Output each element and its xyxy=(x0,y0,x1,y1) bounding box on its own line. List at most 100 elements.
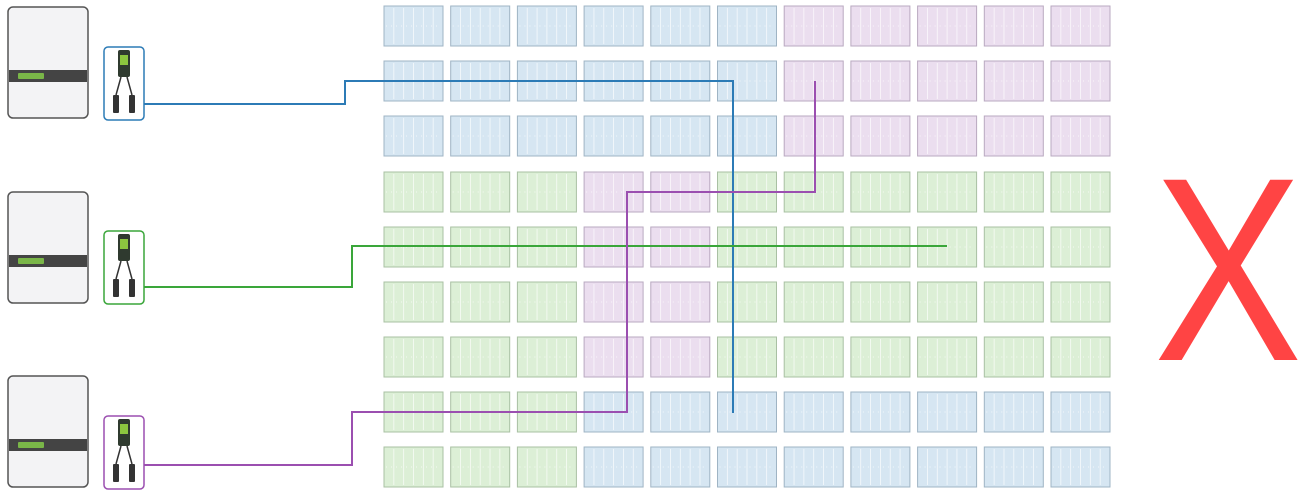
connector xyxy=(113,464,119,482)
solar-panel xyxy=(983,281,1044,323)
solar-panel xyxy=(917,391,978,433)
solar-panel xyxy=(783,5,844,47)
inverter-body xyxy=(7,375,89,488)
connector xyxy=(113,95,119,113)
solar-panel xyxy=(717,5,777,47)
solar-panel xyxy=(516,5,577,47)
solar-panel xyxy=(850,336,911,378)
inverter-led xyxy=(18,442,44,448)
solar-panel xyxy=(717,446,777,488)
solar-panel xyxy=(650,391,711,433)
solar-panel xyxy=(583,5,644,47)
solar-panel xyxy=(917,281,978,323)
solar-panel xyxy=(1050,60,1111,102)
solar-panel xyxy=(783,281,844,323)
solar-panel xyxy=(717,115,777,157)
connector xyxy=(129,279,135,297)
solar-panel xyxy=(850,391,911,433)
solar-panel xyxy=(1050,446,1111,488)
solar-panel xyxy=(583,336,644,378)
optimizer-label xyxy=(120,239,128,249)
solar-panel xyxy=(650,281,711,323)
solar-panel xyxy=(516,336,577,378)
solar-panel xyxy=(516,171,577,213)
solar-panel xyxy=(850,281,911,323)
solar-panel xyxy=(717,336,777,378)
solar-panel xyxy=(516,115,577,157)
solar-panel xyxy=(450,5,511,47)
solar-panel xyxy=(983,391,1044,433)
wiring xyxy=(144,80,947,466)
solar-panel xyxy=(650,5,711,47)
solar-panel xyxy=(983,336,1044,378)
string-wire-purple xyxy=(144,81,816,466)
optimizer-label xyxy=(120,424,128,434)
solar-panel xyxy=(983,115,1044,157)
solar-panel xyxy=(650,446,711,488)
optimizer xyxy=(103,46,145,121)
optimizer xyxy=(103,230,145,305)
solar-panel xyxy=(450,115,511,157)
solar-panel xyxy=(783,115,844,157)
solar-panel xyxy=(1050,281,1111,323)
solar-panel xyxy=(983,171,1044,213)
solar-panel xyxy=(450,336,511,378)
solar-panel xyxy=(650,115,711,157)
solar-panel xyxy=(383,115,444,157)
optimizer-cables xyxy=(115,445,133,465)
solar-panel xyxy=(383,171,444,213)
solar-panel xyxy=(650,336,711,378)
solar-panel xyxy=(583,115,644,157)
optimizer-cables xyxy=(115,76,133,96)
solar-panel xyxy=(450,446,511,488)
solar-panel xyxy=(383,5,444,47)
inverter-led xyxy=(18,258,44,264)
solar-panel xyxy=(1050,226,1111,268)
connector xyxy=(129,464,135,482)
solar-panel xyxy=(717,391,777,433)
solar-panel xyxy=(1050,171,1111,213)
string-wire-green xyxy=(144,245,947,288)
solar-panel xyxy=(850,60,911,102)
connector xyxy=(113,279,119,297)
solar-panel xyxy=(783,391,844,433)
solar-panel xyxy=(1050,115,1111,157)
optimizer xyxy=(103,415,145,490)
solar-panel xyxy=(583,446,644,488)
inverter xyxy=(7,375,89,488)
reject-mark: X xyxy=(1154,123,1303,416)
solar-panel xyxy=(383,446,444,488)
solar-panel xyxy=(450,281,511,323)
solar-panel xyxy=(1050,336,1111,378)
inverter-body xyxy=(7,6,89,119)
solar-panel xyxy=(783,446,844,488)
solar-panel xyxy=(983,60,1044,102)
solar-panel xyxy=(383,336,444,378)
solar-panel xyxy=(983,226,1044,268)
solar-panel xyxy=(917,5,978,47)
devices xyxy=(7,6,145,490)
solar-panel xyxy=(917,446,978,488)
solar-panel xyxy=(516,281,577,323)
inverter xyxy=(7,6,89,119)
solar-panel xyxy=(383,281,444,323)
solar-panel xyxy=(583,281,644,323)
solar-panel xyxy=(917,171,978,213)
inverter-led xyxy=(18,73,44,79)
connector xyxy=(129,95,135,113)
solar-panel xyxy=(983,446,1044,488)
solar-panel xyxy=(1050,391,1111,433)
solar-panel xyxy=(516,446,577,488)
solar-panel xyxy=(917,226,978,268)
optimizer-label xyxy=(120,55,128,65)
solar-panel xyxy=(783,60,844,102)
optimizer-cables xyxy=(115,260,133,280)
solar-panel xyxy=(917,60,978,102)
solar-panel xyxy=(983,5,1044,47)
solar-panel xyxy=(850,446,911,488)
solar-panel xyxy=(850,5,911,47)
inverter xyxy=(7,191,89,304)
solar-panel xyxy=(450,171,511,213)
